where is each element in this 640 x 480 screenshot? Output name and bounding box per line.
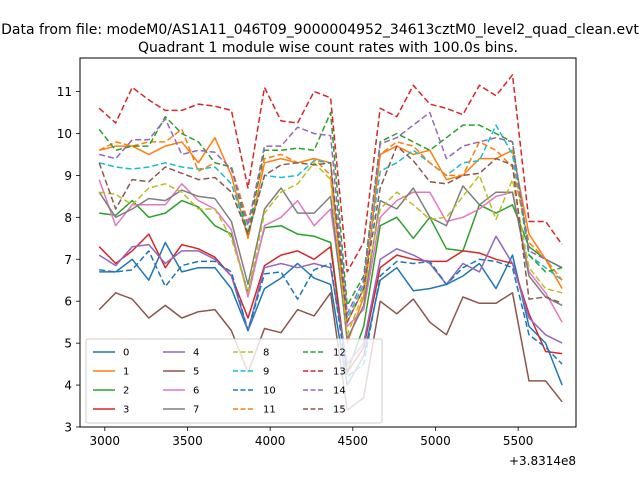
x-tick-label: 5500 xyxy=(503,434,534,448)
x-tick-label: 5000 xyxy=(420,434,451,448)
legend-item-10: 10 xyxy=(233,386,276,397)
figure-suptitle: Data from file: modeM0/AS1A11_046T09_900… xyxy=(1,22,639,38)
y-tick-label: 4 xyxy=(64,379,72,393)
legend-label: 14 xyxy=(333,386,346,397)
legend-item-7: 7 xyxy=(163,405,199,416)
y-tick-label: 10 xyxy=(57,127,72,141)
legend-box xyxy=(85,338,383,424)
series-line-14 xyxy=(99,111,563,315)
legend-label: 7 xyxy=(193,405,199,416)
x-axis-offset-label: +3.8314e8 xyxy=(509,454,576,468)
legend-item-2: 2 xyxy=(93,386,129,397)
x-tick-label: 4500 xyxy=(338,434,369,448)
legend-item-8: 8 xyxy=(233,348,269,359)
y-axis: 3 4 5 6 7 8 9 10 11 xyxy=(57,85,80,435)
legend-item-5: 5 xyxy=(163,367,199,378)
legend-item-3: 3 xyxy=(93,405,129,416)
legend-item-14: 14 xyxy=(303,386,346,397)
legend-label: 8 xyxy=(263,348,269,359)
y-tick-label: 5 xyxy=(64,337,72,351)
series-line-3 xyxy=(98,233,563,374)
legend-label: 11 xyxy=(263,405,276,416)
legend-item-1: 1 xyxy=(93,367,129,378)
legend-label: 13 xyxy=(333,367,346,378)
y-tick-label: 9 xyxy=(64,169,72,183)
y-tick-label: 3 xyxy=(64,421,72,435)
y-tick-label: 11 xyxy=(57,85,72,99)
series-line-11 xyxy=(98,128,563,323)
legend-label: 0 xyxy=(123,348,129,359)
y-tick-label: 6 xyxy=(64,295,72,309)
x-axis: 3000 3500 4000 4500 5000 5500 xyxy=(90,427,534,448)
series-line-12 xyxy=(98,111,563,307)
series-line-15 xyxy=(98,145,563,323)
x-tick-label: 3000 xyxy=(90,434,121,448)
legend-label: 6 xyxy=(193,386,199,397)
legend-label: 1 xyxy=(123,367,129,378)
series-line-8 xyxy=(99,162,563,336)
legend-item-6: 6 xyxy=(163,386,199,397)
legend-label: 12 xyxy=(333,348,346,359)
legend-label: 9 xyxy=(263,367,269,378)
x-tick-label: 3500 xyxy=(172,434,203,448)
legend-item-9: 9 xyxy=(233,367,269,378)
y-tick-label: 8 xyxy=(64,211,72,225)
legend-label: 3 xyxy=(123,405,129,416)
axes-frame xyxy=(79,57,577,428)
legend-item-13: 13 xyxy=(303,367,346,378)
series-line-2 xyxy=(99,199,563,374)
legend-item-15: 15 xyxy=(303,405,346,416)
y-tick-label: 7 xyxy=(64,253,72,267)
legend-label: 2 xyxy=(123,386,129,397)
legend-label: 5 xyxy=(193,367,199,378)
legend-item-4: 4 xyxy=(163,348,199,359)
x-tick-label: 4000 xyxy=(255,434,286,448)
legend-label: 10 xyxy=(263,386,276,397)
series-line-10 xyxy=(99,250,563,378)
chart-title: Quadrant 1 module wise count rates with … xyxy=(138,40,518,56)
legend-label: 4 xyxy=(193,348,199,359)
series-line-13 xyxy=(98,74,563,273)
series-line-0 xyxy=(99,241,563,386)
series-line-5 xyxy=(98,292,563,411)
plot-lines xyxy=(98,74,563,411)
legend-item-11: 11 xyxy=(233,405,276,416)
legend-item-0: 0 xyxy=(93,348,129,359)
series-line-7 xyxy=(98,185,563,340)
legend-label: 15 xyxy=(333,405,346,416)
legend-item-12: 12 xyxy=(303,348,346,359)
series-line-6 xyxy=(98,179,563,328)
